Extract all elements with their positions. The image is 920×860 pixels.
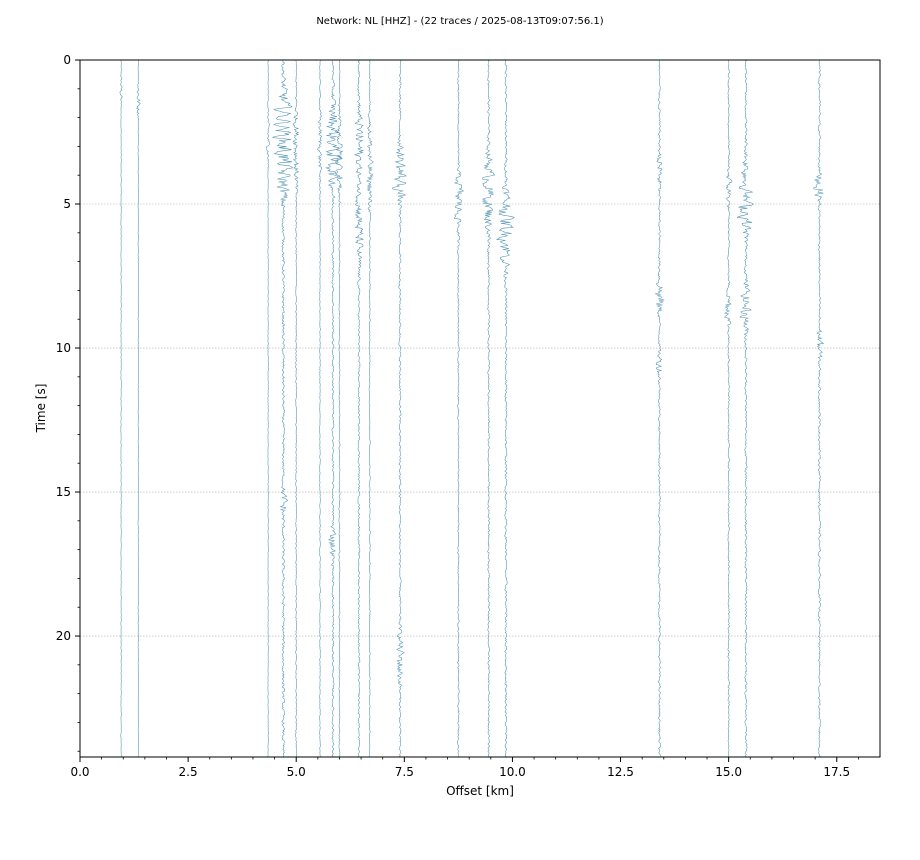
- x-axis-ticks: 0.0 2.5 5.0 7.5 10.0 12.5 15.0 17.5: [70, 757, 859, 779]
- seismic-trace: [655, 60, 665, 757]
- plot-frame: [79, 59, 881, 758]
- seismic-trace: [265, 60, 270, 757]
- y-axis-ticks: 0 5 10 15 20: [56, 53, 80, 752]
- seismic-trace: [812, 59, 825, 757]
- seismic-trace: [136, 60, 141, 757]
- x-tick-label: 0.0: [70, 765, 89, 779]
- x-axis-label: Offset [km]: [446, 784, 514, 798]
- y-tick-label: 5: [63, 197, 71, 211]
- y-axis-label: Time [s]: [34, 384, 48, 434]
- x-tick-label: 12.5: [607, 765, 634, 779]
- seismic-trace: [365, 59, 374, 757]
- seismic-trace: [481, 59, 496, 757]
- seismic-trace: [119, 59, 123, 757]
- seismic-trace: [325, 59, 343, 757]
- seismic-trace: [335, 60, 344, 757]
- x-tick-label: 15.0: [715, 765, 742, 779]
- x-tick-label: 17.5: [823, 765, 850, 779]
- seismic-trace: [453, 59, 465, 757]
- grid-lines: [80, 203, 880, 637]
- x-tick-label: 7.5: [395, 765, 414, 779]
- x-tick-label: 2.5: [179, 765, 198, 779]
- seismic-trace: [317, 59, 323, 757]
- y-tick-label: 15: [56, 485, 71, 499]
- y-tick-label: 20: [56, 629, 71, 643]
- chart-title: Network: NL [HHZ] - (22 traces / 2025-08…: [316, 16, 603, 27]
- seismic-trace: [392, 59, 407, 757]
- x-tick-label: 5.0: [287, 765, 306, 779]
- trace-layer: [119, 59, 825, 757]
- seismic-trace: [353, 59, 365, 757]
- seismic-trace: [272, 59, 294, 757]
- seismic-trace: [495, 59, 515, 757]
- y-tick-label: 0: [63, 53, 71, 67]
- x-tick-label: 10.0: [499, 765, 526, 779]
- y-tick-label: 10: [56, 341, 71, 355]
- seismic-trace: [292, 59, 300, 757]
- seismic-trace: [736, 59, 754, 757]
- seismic-trace: [724, 59, 733, 757]
